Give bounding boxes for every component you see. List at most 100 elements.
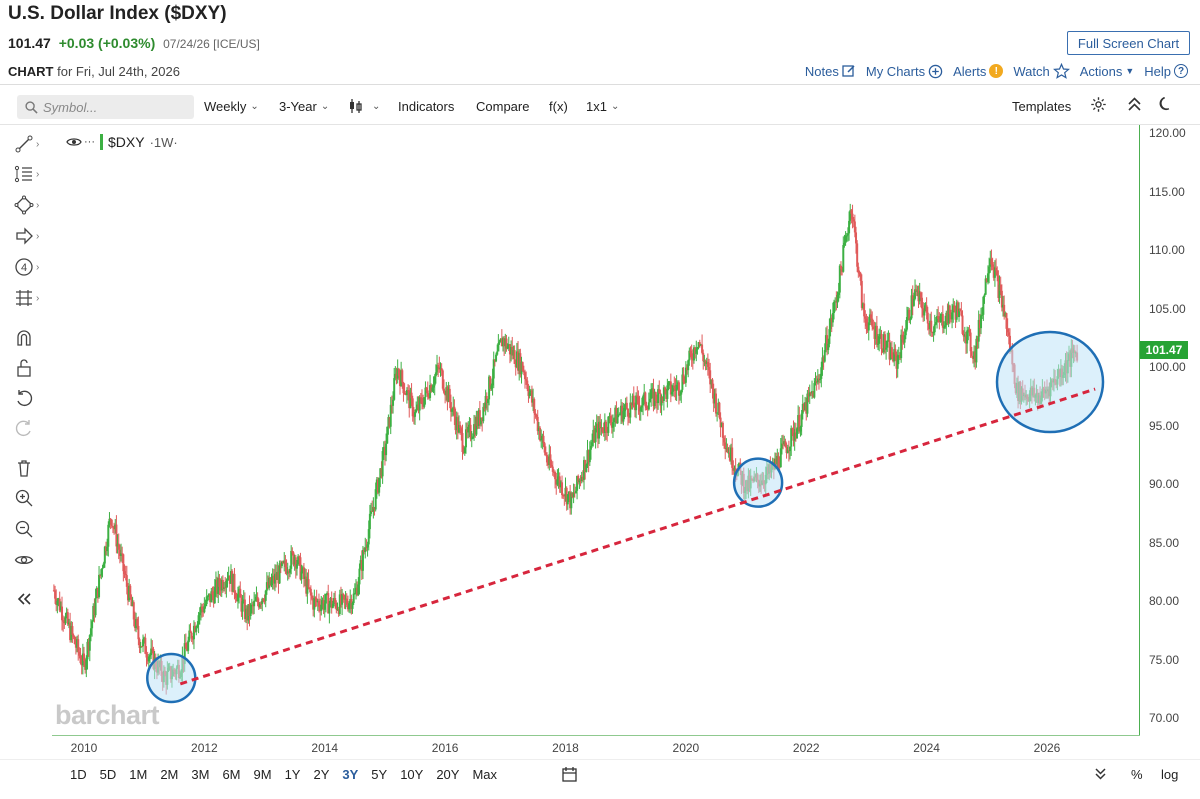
visibility-tool[interactable]	[14, 549, 48, 571]
candle-body	[691, 359, 694, 361]
candle-body	[471, 436, 474, 439]
range-button-2m[interactable]: 2M	[160, 767, 179, 782]
candle-body	[504, 338, 507, 347]
count-tool[interactable]: 4 ›	[14, 256, 48, 278]
candle-body	[830, 317, 833, 323]
range-button-1d[interactable]: 1D	[70, 767, 87, 782]
chevron-down-icon: ⌄	[320, 101, 330, 112]
arrow-tool[interactable]: ›	[14, 225, 48, 247]
highlight-circle[interactable]	[732, 457, 784, 508]
candle-body	[481, 417, 484, 422]
candle-body	[995, 267, 998, 271]
lock-tool[interactable]	[14, 357, 48, 379]
candle-body	[662, 387, 665, 401]
redo-tool[interactable]	[14, 417, 48, 439]
candle-body	[633, 407, 636, 411]
zoom-in-tool[interactable]	[14, 487, 48, 509]
candle-body	[632, 395, 635, 408]
delete-tool[interactable]	[14, 457, 48, 479]
range-button-6m[interactable]: 6M	[222, 767, 241, 782]
actions-menu[interactable]: Actions ▼	[1080, 64, 1135, 79]
fib-tool[interactable]: ›	[14, 163, 48, 185]
magnet-tool[interactable]	[14, 327, 48, 349]
indicators-button[interactable]: Indicators	[398, 99, 455, 114]
help-link[interactable]: Help ?	[1144, 64, 1188, 79]
zoom-out-tool[interactable]	[14, 518, 48, 540]
eye-icon[interactable]	[66, 136, 82, 148]
compare-button[interactable]: Compare	[476, 99, 530, 114]
candle-body	[820, 367, 823, 379]
range-button-9m[interactable]: 9M	[253, 767, 272, 782]
calendar-icon[interactable]	[562, 766, 577, 787]
candle-body	[937, 316, 940, 320]
highlight-circle[interactable]	[146, 652, 197, 704]
candle-body	[856, 243, 859, 267]
candle-body	[83, 653, 85, 662]
full-screen-chart-button[interactable]: Full Screen Chart	[1067, 31, 1190, 55]
period-dropdown[interactable]: Weekly ⌄	[204, 99, 259, 114]
function-button[interactable]: f(x)	[549, 99, 568, 114]
candle-body	[238, 588, 241, 595]
range-button-5y[interactable]: 5Y	[371, 767, 388, 782]
my-charts-link[interactable]: My Charts	[866, 64, 943, 79]
zoom-in-icon	[15, 489, 33, 507]
candle-body	[217, 578, 220, 594]
candle-body	[838, 265, 841, 293]
candle-body	[56, 600, 59, 606]
candle-body	[609, 416, 612, 423]
candle-body	[148, 655, 151, 657]
pattern-tool[interactable]: ›	[14, 287, 48, 309]
candle-body	[511, 347, 514, 356]
candle-body	[922, 308, 925, 316]
range-button-max[interactable]: Max	[472, 767, 498, 782]
time-axis[interactable]: 2010 2012 2014 2016 2018 2020 2022 2024 2026	[52, 738, 1140, 758]
collapse-toolbar[interactable]	[14, 588, 48, 610]
settings-gear-icon[interactable]	[1090, 96, 1107, 116]
pattern-icon	[16, 290, 32, 306]
symbol-search-input[interactable]: Symbol...	[17, 95, 194, 119]
x-tick-label: 2024	[913, 741, 940, 755]
range-button-5d[interactable]: 5D	[99, 767, 117, 782]
price-axis[interactable]: 120.00 115.00 110.00 105.00 100.00 95.00 90.00…	[1141, 125, 1200, 735]
trendline-tool[interactable]: ›	[14, 133, 48, 155]
candle-body	[701, 344, 704, 353]
range-button-3m[interactable]: 3M	[191, 767, 210, 782]
range-button-3y[interactable]: 3Y	[342, 767, 359, 782]
help-icon: ?	[1174, 64, 1188, 78]
candle-body	[817, 378, 820, 381]
chart-type-dropdown[interactable]: ⌄	[348, 99, 380, 113]
candle-body	[792, 429, 795, 441]
candle-body	[677, 382, 680, 396]
watch-link[interactable]: Watch	[1013, 63, 1070, 79]
shape-tool[interactable]: ›	[14, 194, 48, 216]
candle-body	[305, 576, 308, 594]
candle-body	[258, 603, 261, 608]
dark-mode-moon-icon[interactable]	[1157, 96, 1174, 116]
candle-body	[828, 329, 831, 344]
undo-tool[interactable]	[14, 387, 48, 409]
collapse-up-icon[interactable]	[1127, 96, 1142, 116]
templates-button[interactable]: Templates	[1012, 99, 1072, 114]
candle-body	[380, 468, 383, 477]
log-toggle[interactable]: log	[1161, 767, 1179, 782]
candle-body	[556, 479, 559, 485]
legend-menu-icon[interactable]: ···	[84, 136, 95, 148]
candle-body	[507, 344, 510, 347]
notes-link[interactable]: Notes	[805, 64, 856, 79]
candle-body	[646, 407, 649, 410]
candle-body	[54, 590, 57, 599]
range-dropdown[interactable]: 3-Year ⌄	[279, 99, 329, 114]
highlight-circle[interactable]	[995, 330, 1105, 434]
candle-body	[724, 442, 727, 449]
range-button-10y[interactable]: 10Y	[400, 767, 424, 782]
range-button-20y[interactable]: 20Y	[436, 767, 460, 782]
range-button-1m[interactable]: 1M	[129, 767, 148, 782]
expand-down-icon[interactable]	[1094, 767, 1107, 784]
percent-toggle[interactable]: %	[1131, 767, 1143, 782]
alerts-link[interactable]: Alerts !	[953, 64, 1004, 79]
price-chart[interactable]	[52, 125, 1140, 735]
layout-dropdown[interactable]: 1x1 ⌄	[586, 99, 619, 114]
support-trendline[interactable]	[179, 387, 1096, 686]
range-button-2y[interactable]: 2Y	[313, 767, 330, 782]
range-button-1y[interactable]: 1Y	[284, 767, 301, 782]
